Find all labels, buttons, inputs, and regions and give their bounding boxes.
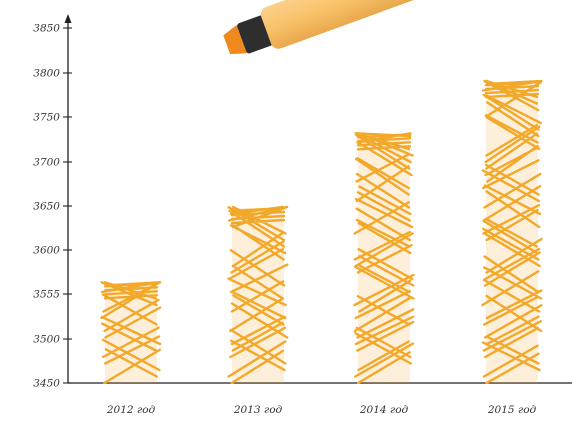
y-tick-label: 3555	[33, 289, 60, 301]
y-tick-label: 3850	[33, 23, 60, 35]
bar	[481, 79, 543, 385]
marker-tip	[223, 25, 247, 55]
highlighter-marker-icon	[223, 0, 479, 55]
bar	[227, 205, 289, 385]
bars-group	[100, 79, 543, 385]
y-tick-label: 3450	[33, 378, 60, 390]
bar	[353, 132, 415, 385]
y-tick-label: 3750	[33, 112, 60, 124]
bar-scribble	[227, 205, 289, 385]
y-tick-label: 3650	[33, 201, 60, 213]
y-tick-label: 3700	[33, 157, 60, 169]
bar-scribble	[481, 79, 543, 385]
y-tick-label: 3600	[33, 245, 60, 257]
marker-body	[260, 0, 479, 49]
bar-scribble	[353, 132, 415, 385]
x-category-label: 2014 год	[359, 404, 409, 416]
bar	[100, 281, 162, 385]
x-category-label: 2013 год	[233, 404, 283, 416]
x-axis-labels: 2012 год 2013 год 2014 год 2015 год	[106, 404, 537, 416]
bar-scribble	[100, 281, 162, 385]
x-category-label: 2012 год	[106, 404, 156, 416]
y-tick-label: 3500	[33, 334, 60, 346]
x-category-label: 2015 год	[487, 404, 537, 416]
y-tick-label: 3800	[33, 68, 60, 80]
marker-collar	[237, 15, 273, 54]
y-axis-ticks: 3450 3500 3555 3600 3650 3700 3750 3800 3850	[33, 23, 72, 390]
y-axis-arrow	[64, 14, 72, 23]
